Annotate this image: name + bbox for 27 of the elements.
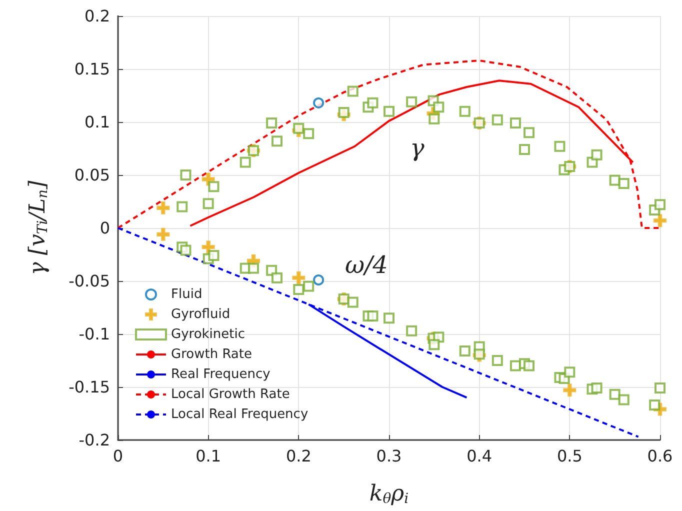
legend-label: Gyrofluid bbox=[171, 307, 230, 322]
x-tick-label: 0.3 bbox=[376, 446, 402, 466]
annotation: γ bbox=[410, 134, 425, 162]
legend-label: Real Frequency bbox=[171, 367, 271, 382]
annotation: ω/4 bbox=[345, 251, 388, 279]
y-tick-label: 0.1 bbox=[84, 112, 110, 132]
y-tick-label: 0.15 bbox=[74, 60, 110, 78]
legend-label: Local Growth Rate bbox=[171, 387, 290, 402]
y-tick-label: 0.2 bbox=[84, 6, 110, 26]
y-tick-label: -0.05 bbox=[68, 272, 110, 290]
x-tick-label: 0.6 bbox=[647, 446, 673, 466]
y-tick-label: -0.2 bbox=[78, 430, 110, 450]
x-tick-label: 0.1 bbox=[196, 446, 222, 466]
x-tick-label: 0.2 bbox=[286, 446, 312, 466]
y-tick-label: 0.05 bbox=[74, 166, 110, 184]
legend-label: Growth Rate bbox=[171, 347, 252, 362]
x-tick-label: 0.5 bbox=[556, 446, 582, 466]
y-axis-title: γ [vTi/Ln] bbox=[26, 180, 51, 276]
legend-label: Fluid bbox=[171, 287, 202, 302]
legend-label: Local Real Frequency bbox=[171, 407, 308, 422]
x-axis-title: kθρi bbox=[369, 482, 409, 507]
legend-label: Gyrokinetic bbox=[171, 327, 246, 342]
y-tick-label: 0 bbox=[100, 218, 110, 238]
y-tick-label: -0.1 bbox=[78, 324, 110, 344]
y-tick-label: -0.15 bbox=[68, 378, 110, 396]
x-tick-label: 0.4 bbox=[466, 446, 492, 466]
x-tick-label: 0 bbox=[112, 446, 124, 466]
